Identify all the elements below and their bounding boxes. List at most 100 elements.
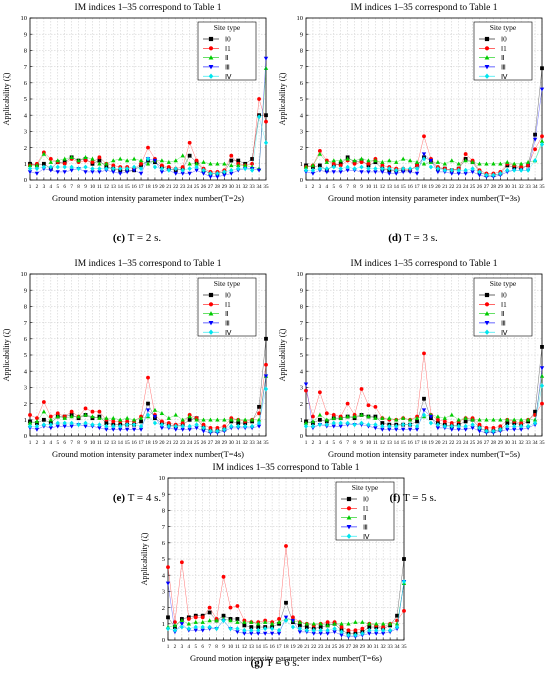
x-tick-label: 13 [111,184,117,190]
data-point [159,419,164,424]
y-tick-label: 8 [24,48,27,55]
x-tick-label: 27 [346,644,352,650]
data-point [456,427,461,432]
data-point [242,417,248,422]
y-tick-label: 9 [24,287,27,294]
data-point [111,163,116,168]
data-point [83,424,88,429]
data-point [505,159,510,164]
data-point [111,419,116,424]
legend-marker [208,292,214,298]
legend-marker [208,321,214,326]
data-point [540,401,544,406]
data-point [318,621,323,626]
x-tick-label: 21 [442,184,448,190]
legend-label: Ⅰ1 [501,301,507,309]
caption-letter: (e) [112,492,126,504]
data-point [201,167,206,173]
x-tick-label: 30 [367,644,373,650]
legend-label: Ⅳ [501,73,508,81]
data-point [159,170,165,175]
x-tick-label: 8 [353,184,356,190]
data-point [387,415,392,420]
data-point [208,426,213,430]
data-point [200,615,205,620]
data-point [118,171,123,176]
data-point [215,175,220,180]
data-point [180,171,185,176]
data-point [263,140,269,146]
chart-title: IM indices 1–35 correspond to Table 1 [75,259,222,269]
data-point [414,166,420,172]
data-point [207,618,212,623]
data-point [41,161,46,166]
caption-text: T = 5 s. [403,492,437,504]
data-point [262,619,268,624]
data-point [395,613,399,618]
data-point [118,166,123,172]
data-point [324,159,330,164]
data-point [484,172,489,178]
x-tick-label: 31 [236,184,242,190]
data-point [208,171,213,176]
data-point [193,619,198,624]
data-point [166,167,171,173]
data-point [353,628,358,633]
data-point [401,579,407,585]
data-point [449,427,454,432]
y-tick-label: 0 [24,177,27,184]
x-tick-label: 15 [263,644,269,650]
x-tick-label: 14 [394,184,400,190]
data-point [69,155,74,160]
data-point [304,621,310,626]
data-point [111,170,116,175]
x-tick-label: 30 [505,184,511,190]
data-point [208,417,213,422]
x-tick-label: 34 [532,184,538,190]
x-tick-label: 28 [353,644,359,650]
x-tick-label: 7 [346,440,349,446]
data-point [264,362,268,367]
data-point [394,621,400,626]
data-point [373,426,378,431]
data-point [187,153,192,158]
data-point [229,153,234,158]
x-tick-label: 29 [498,184,504,190]
data-point [242,619,247,624]
data-point [463,415,468,420]
data-point [180,165,185,169]
x-tick-label: 9 [84,184,87,190]
x-tick-label: 22 [449,184,455,190]
data-point [491,426,496,430]
data-point [360,619,365,624]
data-point [519,165,524,169]
data-point [201,171,206,176]
chart-title: IM indices 1–35 correspond to Table 1 [351,3,498,13]
data-point [366,422,371,428]
x-tick-label: 1 [305,184,308,190]
y-axis-label: Applicability (ζ) [278,72,287,125]
x-tick-label: 15 [125,184,131,190]
data-point [373,415,378,420]
x-tick-label: 34 [532,440,538,446]
data-point [297,619,303,624]
y-tick-label: 5 [300,96,303,103]
y-tick-label: 1 [162,621,165,628]
chart-svg: IM indices 1–35 correspond to Table 1012… [2,3,269,203]
data-point [359,170,364,175]
y-tick-label: 3 [300,129,303,136]
x-tick-label: 7 [208,644,211,650]
data-point [187,414,192,419]
data-point [297,630,303,635]
data-point [242,623,247,628]
x-tick-label: 31 [512,184,518,190]
y-tick-label: 6 [162,540,166,547]
data-point [291,615,295,620]
y-tick-label: 1 [300,161,303,168]
y-tick-label: 2 [300,145,303,152]
y-tick-label: 9 [24,31,27,38]
data-point [145,408,151,413]
data-point [277,617,281,621]
data-point [310,171,316,176]
